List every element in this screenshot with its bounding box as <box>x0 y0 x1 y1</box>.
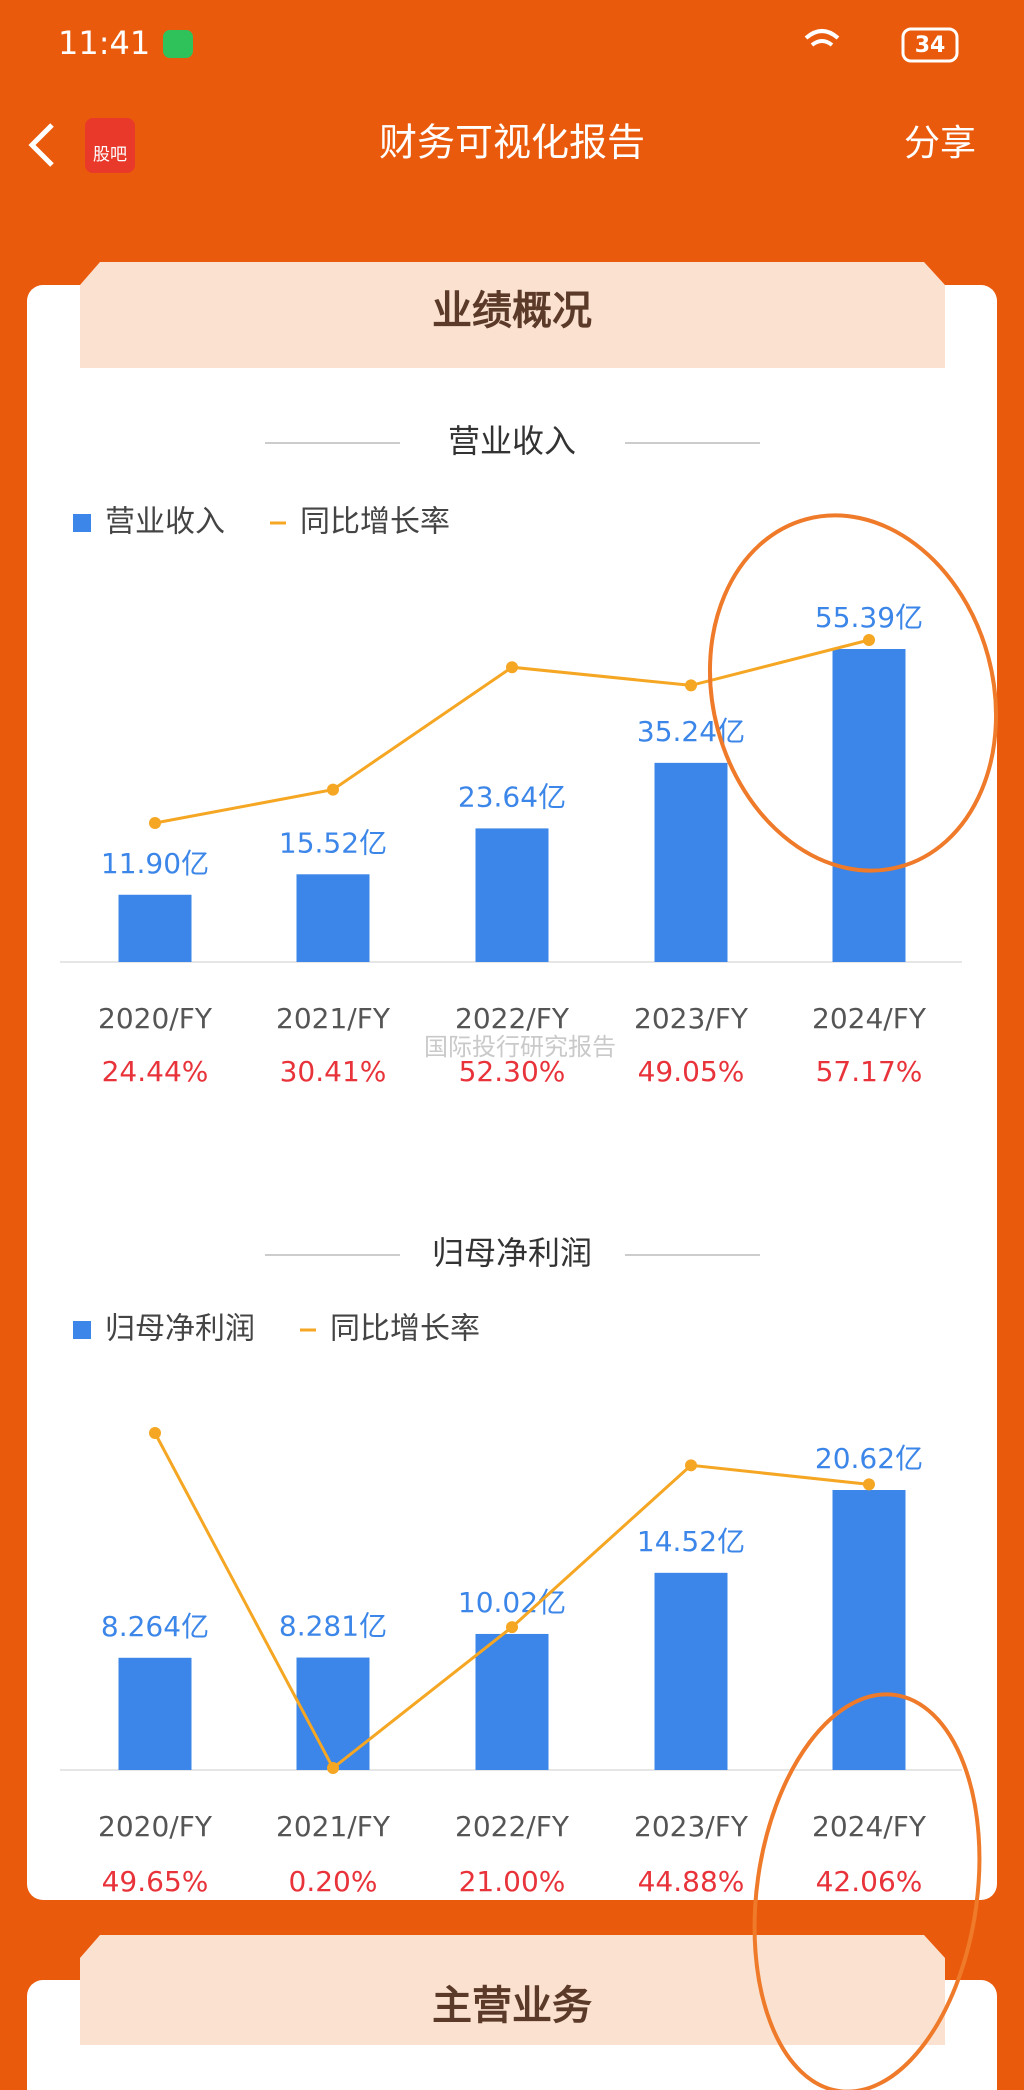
growth-point <box>863 1478 875 1491</box>
bar <box>832 649 906 962</box>
bar-value-label: 20.62亿 <box>815 1442 923 1475</box>
x-tick-label: 2022/FY <box>455 1810 570 1843</box>
legend-label: 同比增长率 <box>300 505 450 540</box>
bar-value-label: 15.52亿 <box>279 826 387 859</box>
x-tick-label: 2023/FY <box>634 1002 749 1035</box>
legend-swatch <box>73 1321 91 1339</box>
legend-label: 营业收入 <box>105 505 225 540</box>
x-tick-label: 2021/FY <box>276 1002 391 1035</box>
growth-label: 49.65% <box>102 1865 209 1898</box>
growth-label: 30.41% <box>280 1055 387 1088</box>
growth-label: 0.20% <box>289 1865 378 1898</box>
bar <box>118 1657 192 1770</box>
annotation-circle <box>707 513 999 873</box>
bar <box>475 828 549 962</box>
page-title: 财务可视化报告 <box>379 121 645 165</box>
status-time: 11:41 <box>58 24 150 62</box>
bar-value-label: 8.281亿 <box>279 1610 387 1643</box>
bar-value-label: 35.24亿 <box>637 715 745 748</box>
growth-point <box>327 1762 339 1774</box>
wechat-icon <box>163 30 193 58</box>
growth-point <box>149 1427 161 1439</box>
growth-label: 49.05% <box>638 1055 745 1088</box>
bar-value-label: 10.02亿 <box>458 1586 566 1619</box>
watermark: 国际投行研究报告 <box>424 1033 616 1061</box>
share-button[interactable]: 分享 <box>904 123 976 164</box>
section-title: 业绩概况 <box>432 288 592 334</box>
legend-label: 同比增长率 <box>330 1312 480 1347</box>
x-tick-label: 2020/FY <box>98 1810 213 1843</box>
bar <box>475 1633 549 1770</box>
chart-title: 营业收入 <box>448 422 576 460</box>
bar <box>296 1657 370 1770</box>
growth-label: 44.88% <box>638 1865 745 1898</box>
annotation-circle <box>752 1692 982 2090</box>
back-button[interactable] <box>28 123 54 167</box>
growth-label: 52.30% <box>459 1055 566 1088</box>
growth-point <box>506 661 518 674</box>
battery-level: 34 <box>915 33 946 58</box>
x-tick-label: 2024/FY <box>812 1810 927 1843</box>
battery-icon <box>901 27 959 63</box>
bar <box>118 894 192 962</box>
growth-point <box>863 634 875 646</box>
bar <box>832 1490 906 1770</box>
logo-text: 股吧 <box>93 145 127 165</box>
growth-label: 24.44% <box>102 1055 209 1088</box>
section-title: 主营业务 <box>432 1983 592 2029</box>
logo[interactable] <box>85 118 135 173</box>
bar-value-label: 11.90亿 <box>101 847 209 880</box>
x-tick-label: 2021/FY <box>276 1810 391 1843</box>
growth-point <box>149 817 161 829</box>
bar-value-label: 8.264亿 <box>101 1610 209 1643</box>
wifi-icon <box>804 29 840 47</box>
growth-label: 42.06% <box>816 1865 923 1898</box>
section-banner <box>80 1935 945 2045</box>
growth-label: 21.00% <box>459 1865 566 1898</box>
growth-point <box>327 783 339 796</box>
legend-swatch <box>73 514 91 532</box>
x-tick-label: 2022/FY <box>455 1002 570 1035</box>
bar <box>296 874 370 962</box>
growth-label: 57.17% <box>816 1055 923 1088</box>
growth-point <box>685 1459 697 1472</box>
section-banner <box>80 262 945 368</box>
legend-label: 归母净利润 <box>105 1312 255 1347</box>
bar-value-label: 14.52亿 <box>637 1525 745 1558</box>
bar-value-label: 23.64亿 <box>458 780 566 813</box>
bar <box>654 762 728 962</box>
bar <box>654 1572 728 1770</box>
x-tick-label: 2024/FY <box>812 1002 927 1035</box>
x-tick-label: 2023/FY <box>634 1810 749 1843</box>
growth-point <box>685 679 697 692</box>
growth-point <box>506 1621 518 1634</box>
card <box>27 285 997 1900</box>
bar-value-label: 55.39亿 <box>815 601 923 634</box>
x-tick-label: 2020/FY <box>98 1002 213 1035</box>
chart-title: 归母净利润 <box>432 1234 592 1272</box>
